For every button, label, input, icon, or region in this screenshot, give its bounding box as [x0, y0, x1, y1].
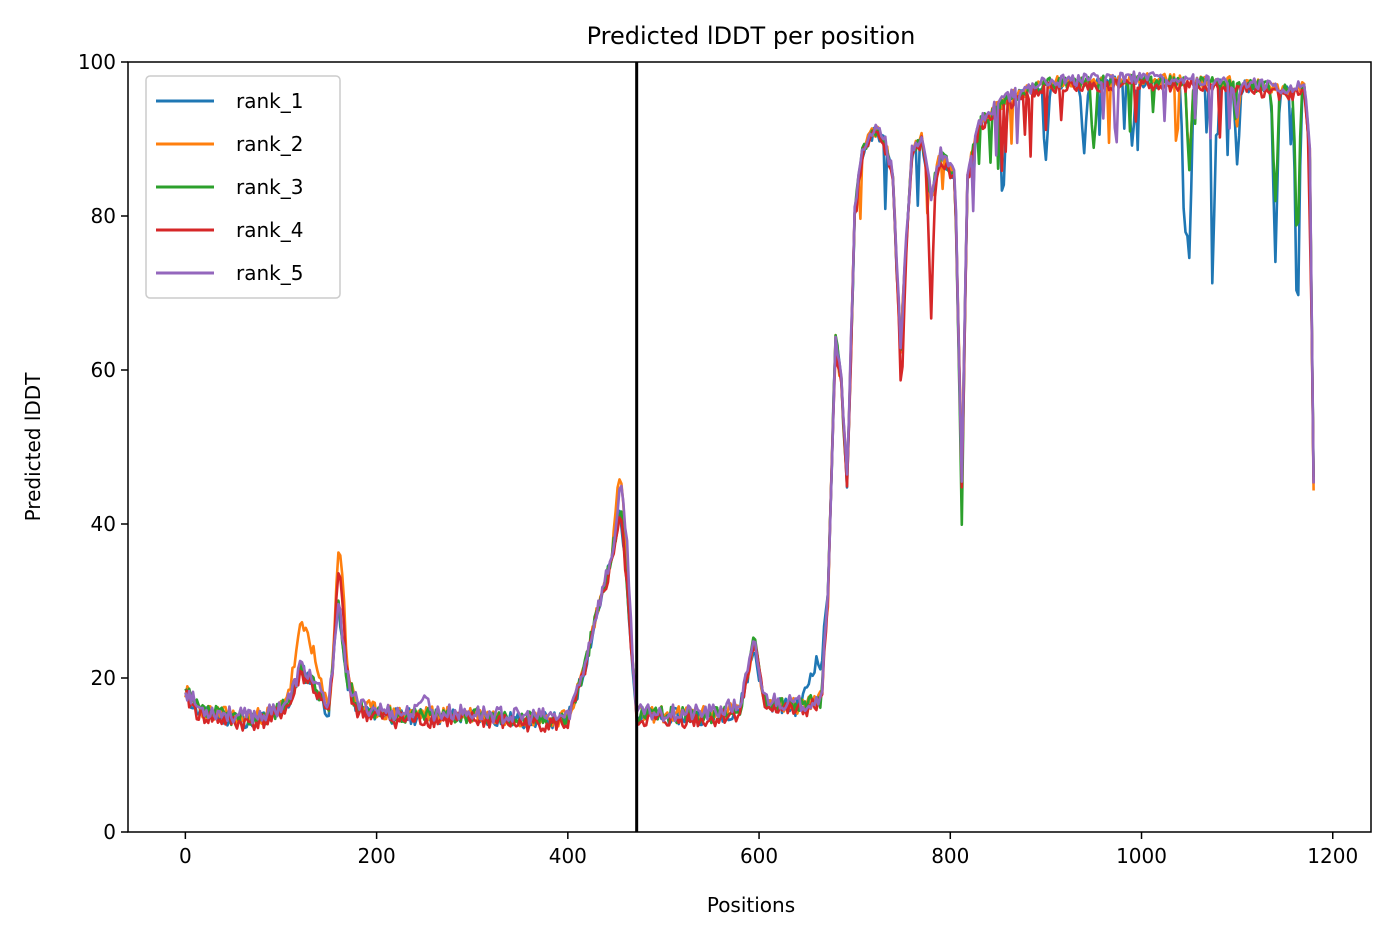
- x-tick-label: 400: [549, 844, 587, 868]
- x-tick-label: 800: [931, 844, 969, 868]
- series-line-rank_4: [185, 78, 1315, 733]
- legend: rank_1 rank_2 rank_3 rank_4 rank_5: [145, 75, 341, 299]
- legend-box: [145, 75, 341, 299]
- series-line-rank_1: [184, 74, 1315, 730]
- plot-frame: [127, 61, 1372, 833]
- legend-label-rank_2: rank_2: [236, 132, 303, 156]
- y-tick-label: 60: [91, 358, 116, 382]
- series-line-rank_5: [184, 70, 1315, 726]
- legend-label-rank_4: rank_4: [236, 218, 303, 242]
- y-tick-label: 20: [91, 666, 116, 690]
- y-tick-label: 80: [91, 204, 116, 228]
- x-tick-label: 0: [179, 844, 192, 868]
- x-tick-label: 600: [740, 844, 778, 868]
- chart-title: Predicted lDDT per position: [587, 22, 916, 50]
- y-axis-ticks: 0 20 40 60 80 100: [78, 50, 128, 844]
- y-tick-label: 40: [91, 512, 116, 536]
- legend-label-rank_1: rank_1: [236, 89, 303, 113]
- plot-lines: [184, 70, 1315, 733]
- legend-label-rank_3: rank_3: [236, 175, 303, 199]
- y-tick-label: 0: [103, 820, 116, 844]
- x-tick-label: 200: [358, 844, 396, 868]
- legend-label-rank_5: rank_5: [236, 261, 303, 285]
- series-line-rank_3: [184, 73, 1315, 729]
- series-line-rank_2: [184, 72, 1315, 728]
- x-tick-label: 1000: [1116, 844, 1167, 868]
- x-tick-label: 1200: [1307, 844, 1358, 868]
- y-tick-label: 100: [78, 50, 116, 74]
- x-axis-ticks: 0 200 400 600 800 1000 1200: [179, 832, 1358, 868]
- y-axis-label: Predicted lDDT: [21, 372, 45, 522]
- x-axis-label: Positions: [707, 893, 795, 917]
